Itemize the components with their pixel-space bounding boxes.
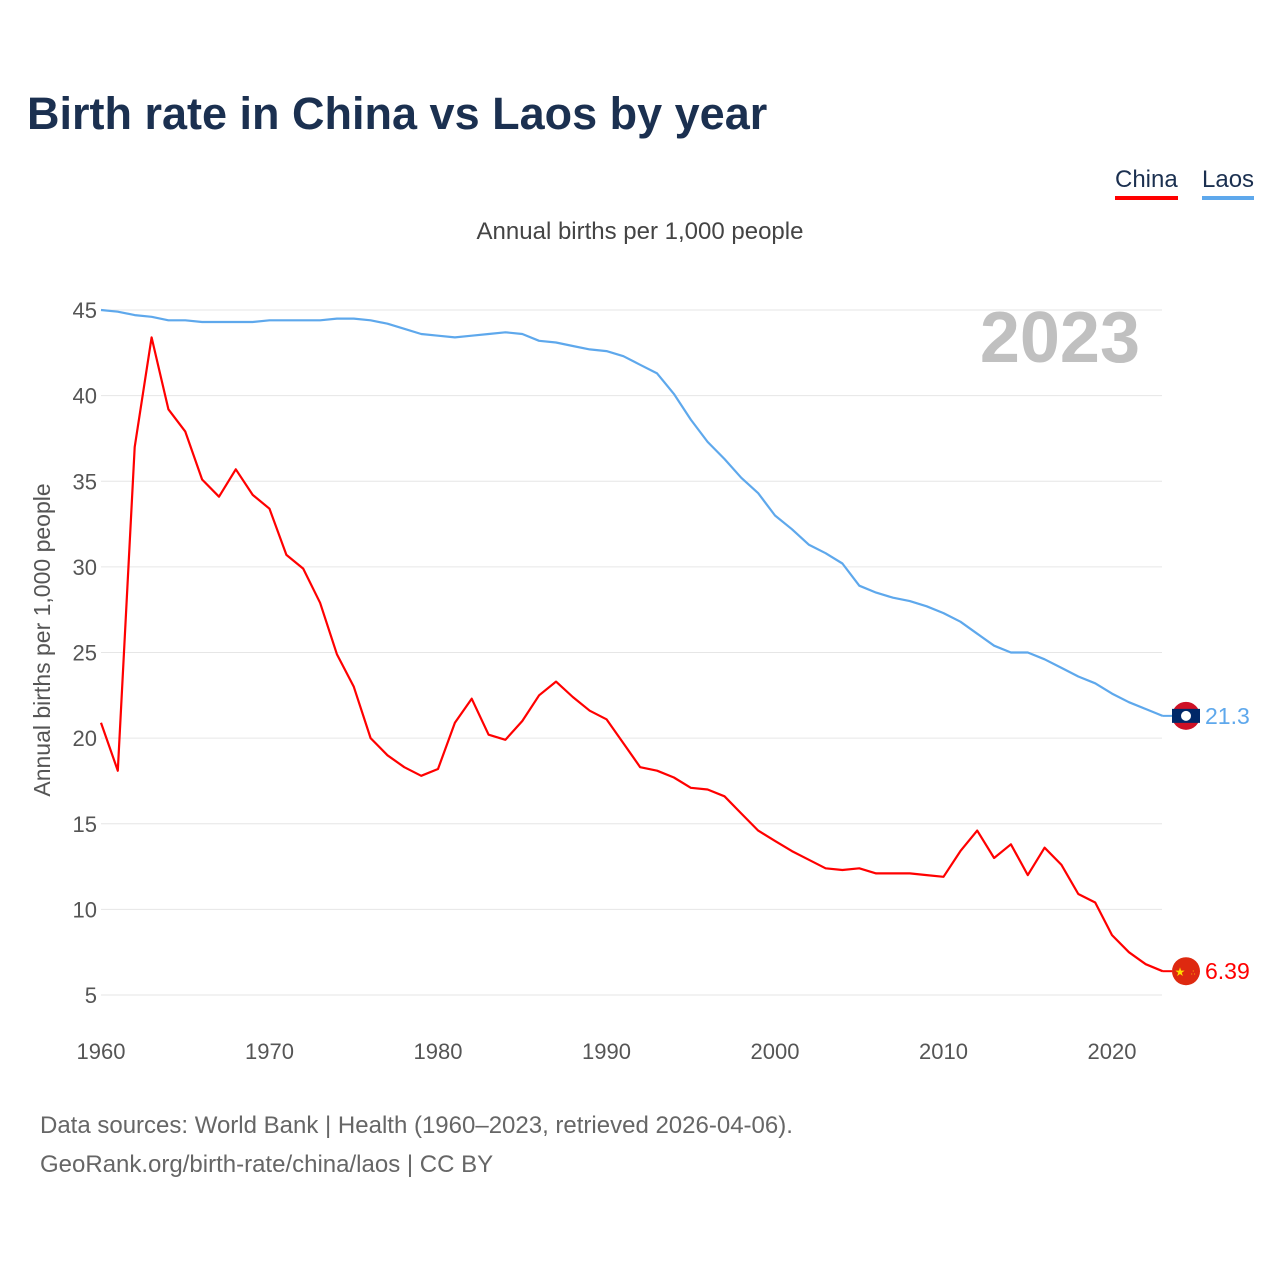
x-tick-label: 2020 (1088, 1039, 1137, 1064)
y-tick-label: 25 (73, 641, 97, 666)
chart-title: Birth rate in China vs Laos by year (27, 88, 768, 139)
series-lines (99, 308, 1164, 973)
end-value-label: 6.39 (1205, 958, 1250, 984)
legend-laos[interactable]: Laos (1202, 166, 1255, 200)
y-tick-label: 45 (73, 298, 97, 323)
source-line: Data sources: World Bank | Health (1960–… (40, 1112, 793, 1139)
chart-subtitle: Annual births per 1,000 people (476, 218, 804, 245)
y-axis-label: Annual births per 1,000 people (29, 483, 55, 796)
svg-text:∴: ∴ (1191, 970, 1196, 977)
x-tick-label: 2000 (751, 1039, 800, 1064)
series-line-laos (100, 308, 1164, 717)
y-tick-label: 35 (73, 469, 97, 494)
y-tick-label: 30 (73, 555, 97, 580)
svg-text:★: ★ (1175, 965, 1186, 979)
x-tick-label: 1960 (77, 1039, 126, 1064)
y-tick-label: 20 (73, 726, 97, 751)
series-line-china (99, 336, 1164, 973)
y-tick-label: 10 (73, 897, 97, 922)
y-tick-label: 15 (73, 812, 97, 837)
year-watermark: 2023 (980, 298, 1140, 378)
y-tick-label: 40 (73, 384, 97, 409)
flag-laos-icon (1172, 701, 1200, 730)
x-ticks: 1960 1970 1980 1990 2000 2010 2020 (77, 1039, 1137, 1064)
x-tick-label: 1980 (414, 1039, 463, 1064)
x-tick-label: 2010 (919, 1039, 968, 1064)
end-value-label: 21.3 (1205, 703, 1250, 729)
source-url: GeoRank.org/birth-rate/china/laos | CC B… (40, 1151, 494, 1178)
y-tick-label: 5 (85, 983, 97, 1008)
gridlines (101, 309, 1162, 996)
x-tick-label: 1970 (245, 1039, 294, 1064)
x-tick-label: 1990 (582, 1039, 631, 1064)
y-ticks: 5 10 15 20 25 30 35 40 45 (73, 298, 97, 1008)
flag-china-icon: ★ ∴ (1172, 957, 1200, 986)
legend-china[interactable]: China (1115, 166, 1178, 200)
source-note: Data sources: World Bank | Health (1960–… (40, 1106, 793, 1184)
